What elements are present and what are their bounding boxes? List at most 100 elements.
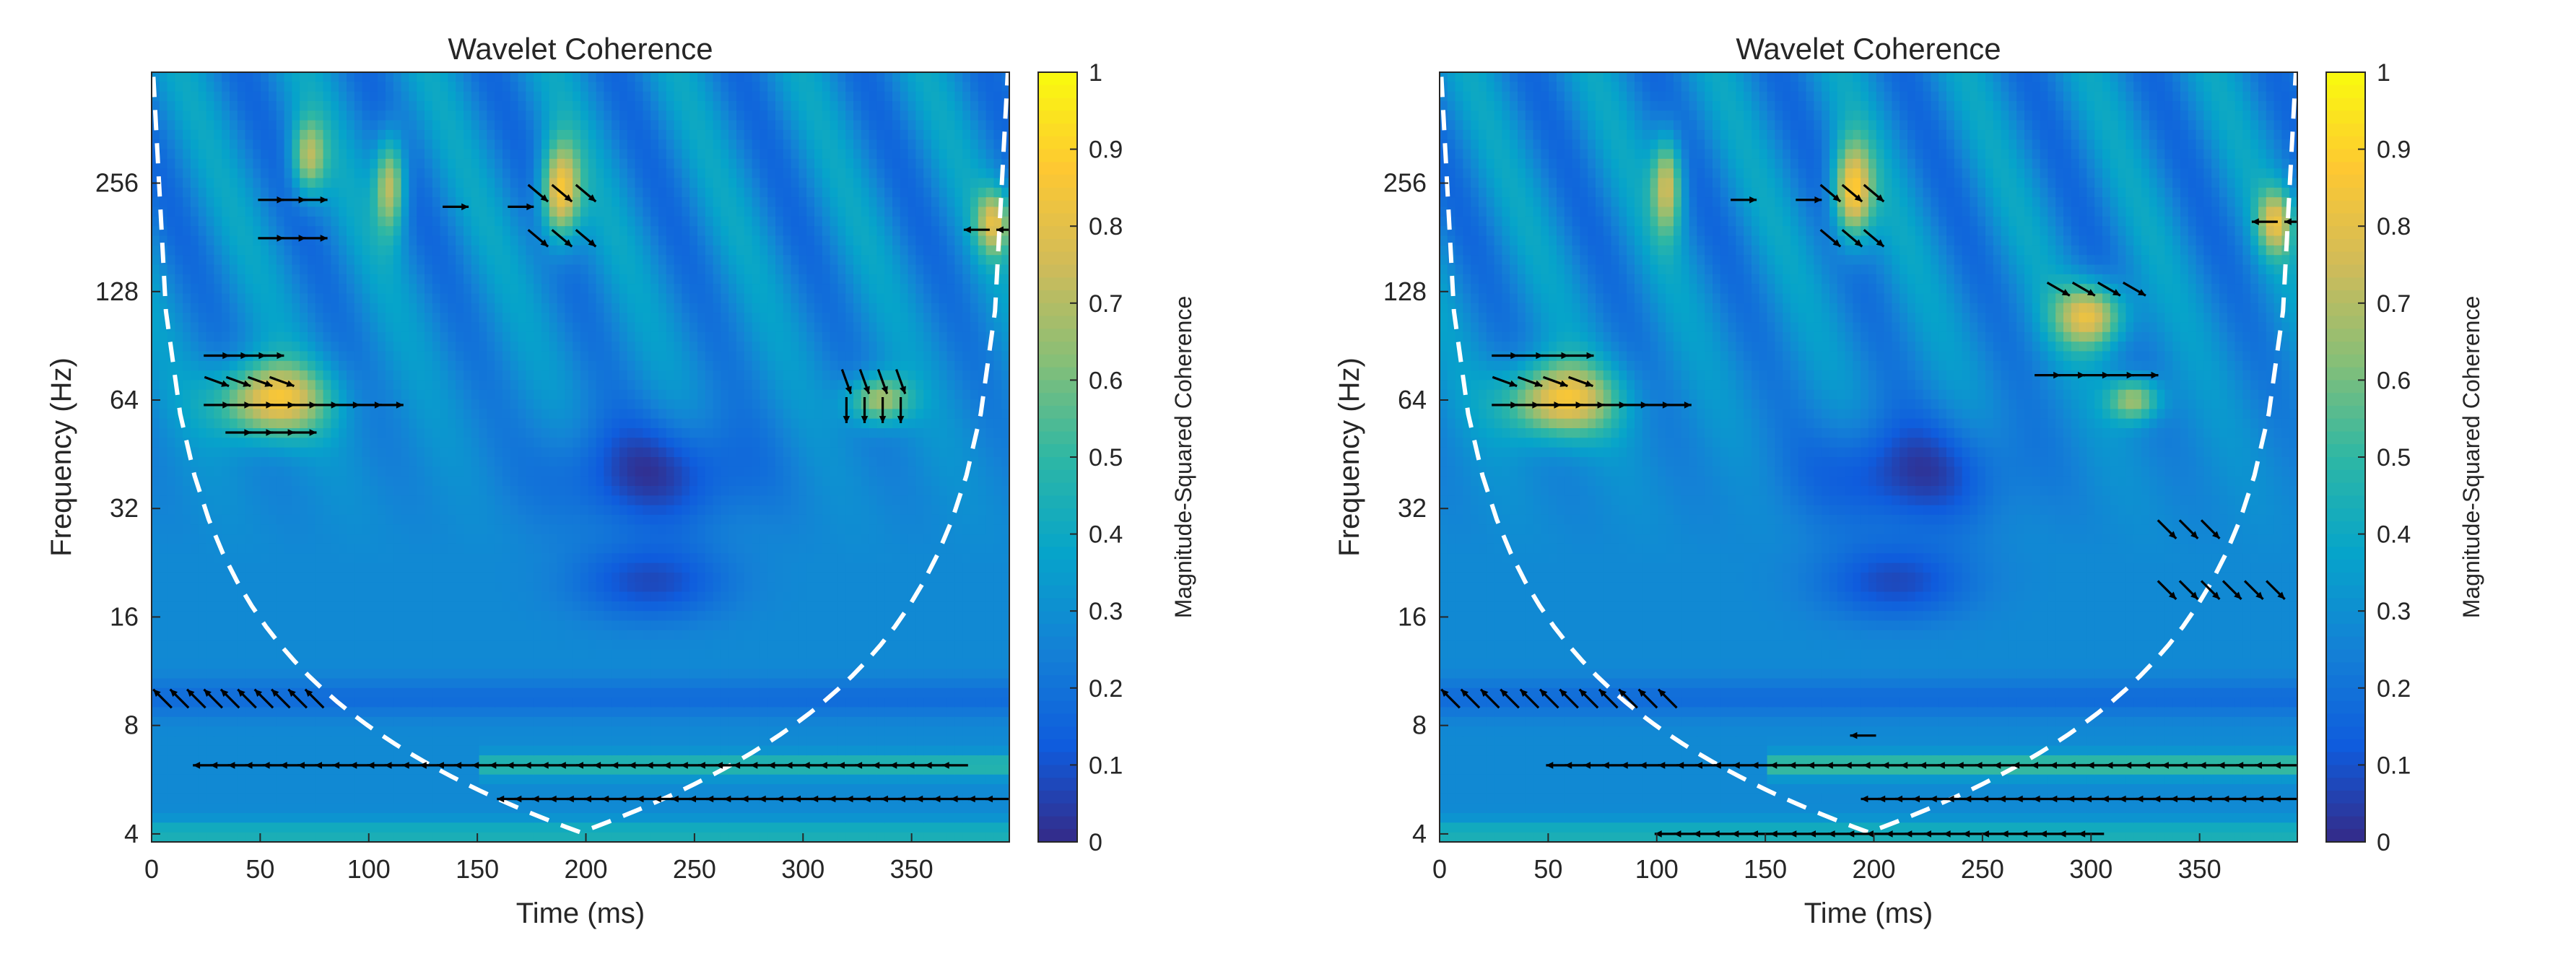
- heatmap-cell: [230, 313, 238, 323]
- heatmap-cell: [549, 524, 558, 535]
- heatmap-cell: [510, 82, 519, 92]
- heatmap-cell: [308, 716, 316, 727]
- heatmap-cell: [331, 543, 339, 554]
- heatmap-cell: [440, 784, 449, 795]
- heatmap-cell: [331, 226, 339, 237]
- heatmap-cell: [456, 409, 464, 420]
- heatmap-cell: [526, 457, 534, 468]
- heatmap-cell: [245, 534, 254, 544]
- heatmap-cell: [222, 832, 230, 842]
- heatmap-cell: [502, 72, 511, 83]
- heatmap-cell: [417, 235, 425, 246]
- heatmap-cell: [159, 293, 168, 304]
- heatmap-cell: [495, 707, 503, 718]
- heatmap-cell: [619, 476, 628, 487]
- heatmap-cell: [619, 514, 628, 525]
- heatmap-cell: [580, 342, 589, 352]
- heatmap-cell: [627, 418, 636, 429]
- heatmap-cell: [237, 678, 246, 689]
- heatmap-cell: [541, 149, 550, 160]
- heatmap-cell: [487, 274, 495, 284]
- heatmap-cell: [627, 303, 636, 313]
- heatmap-cell: [432, 813, 441, 824]
- heatmap-cell: [518, 91, 527, 102]
- heatmap-cell: [339, 110, 347, 121]
- heatmap-cell: [549, 284, 558, 295]
- heatmap-cell: [300, 514, 308, 525]
- heatmap-cell: [604, 640, 612, 651]
- heatmap-cell: [502, 274, 511, 284]
- heatmap-cell: [518, 649, 527, 660]
- heatmap-cell: [276, 832, 285, 842]
- heatmap-cell: [237, 101, 246, 112]
- heatmap-cell: [347, 687, 355, 698]
- heatmap-cell: [206, 158, 215, 169]
- heatmap-cell: [596, 110, 605, 121]
- heatmap-cell: [284, 284, 293, 295]
- heatmap-cell: [253, 707, 261, 718]
- heatmap-cell: [409, 447, 417, 458]
- heatmap-cell: [331, 149, 339, 160]
- heatmap-cell: [191, 293, 199, 304]
- heatmap-cell: [152, 678, 160, 689]
- heatmap-cell: [588, 553, 597, 564]
- heatmap-cell: [198, 197, 207, 208]
- heatmap-cell: [393, 380, 402, 391]
- heatmap-cell: [456, 572, 464, 583]
- heatmap-cell: [604, 409, 612, 420]
- heatmap-cell: [573, 351, 581, 362]
- heatmap-cell: [269, 235, 277, 246]
- heatmap-cell: [573, 158, 581, 169]
- heatmap-cell: [619, 255, 628, 266]
- heatmap-cell: [510, 707, 519, 718]
- heatmap-cell: [565, 524, 573, 535]
- heatmap-cell: [526, 774, 534, 785]
- heatmap-cell: [191, 803, 199, 814]
- heatmap-cell: [261, 110, 269, 121]
- heatmap-cell: [269, 82, 277, 92]
- heatmap-cell: [526, 765, 534, 775]
- heatmap-cell: [323, 620, 332, 631]
- heatmap-cell: [230, 514, 238, 525]
- heatmap-cell: [627, 784, 636, 795]
- heatmap-cell: [323, 832, 332, 842]
- heatmap-cell: [565, 466, 573, 477]
- heatmap-cell: [245, 139, 254, 150]
- heatmap-cell: [534, 669, 542, 679]
- heatmap-cell: [386, 543, 394, 554]
- heatmap-cell: [604, 736, 612, 747]
- heatmap-cell: [152, 331, 160, 342]
- heatmap-cell: [526, 591, 534, 602]
- heatmap-cell: [315, 832, 324, 842]
- heatmap-cell: [152, 245, 160, 256]
- heatmap-cell: [167, 313, 176, 323]
- heatmap-cell: [230, 669, 238, 679]
- heatmap-cell: [464, 197, 472, 208]
- heatmap-cell: [627, 428, 636, 439]
- heatmap-cell: [580, 389, 589, 400]
- heatmap-cell: [152, 486, 160, 497]
- heatmap-cell: [370, 110, 378, 121]
- heatmap-cell: [253, 669, 261, 679]
- heatmap-cell: [510, 351, 519, 362]
- heatmap-cell: [362, 649, 371, 660]
- heatmap-cell: [292, 832, 300, 842]
- heatmap-cell: [370, 149, 378, 160]
- heatmap-cell: [409, 774, 417, 785]
- heatmap-cell: [230, 649, 238, 660]
- heatmap-cell: [635, 110, 644, 121]
- heatmap-cell: [487, 284, 495, 295]
- heatmap-cell: [502, 101, 511, 112]
- heatmap-cell: [409, 514, 417, 525]
- heatmap-cell: [230, 553, 238, 564]
- heatmap-cell: [339, 303, 347, 313]
- heatmap-cell: [471, 380, 480, 391]
- heatmap-cell: [191, 168, 199, 179]
- heatmap-cell: [580, 774, 589, 785]
- heatmap-cell: [409, 264, 417, 275]
- heatmap-cell: [440, 514, 449, 525]
- heatmap-cell: [315, 476, 324, 487]
- heatmap-cell: [159, 659, 168, 669]
- heatmap-cell: [159, 197, 168, 208]
- heatmap-cell: [315, 611, 324, 622]
